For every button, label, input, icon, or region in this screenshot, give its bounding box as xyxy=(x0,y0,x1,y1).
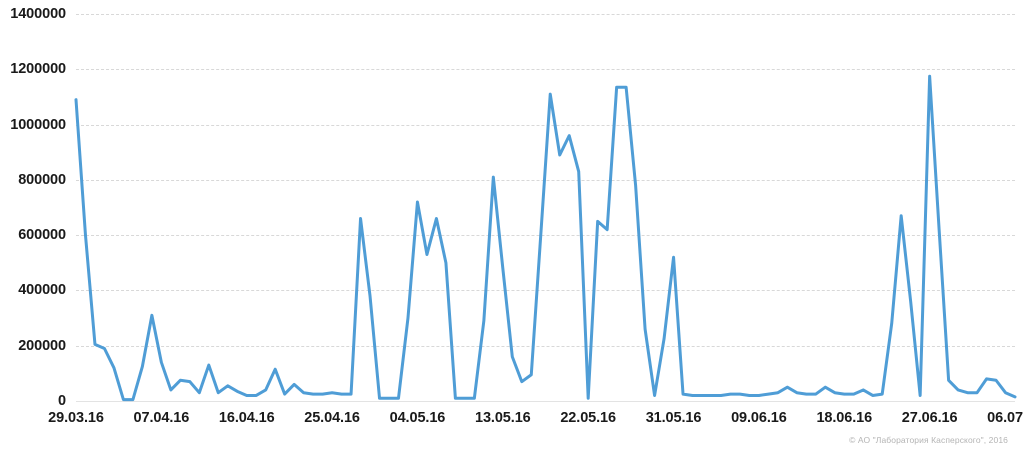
gridline xyxy=(76,401,1015,402)
x-tick-label: 18.06.16 xyxy=(816,410,873,426)
y-tick-label: 800000 xyxy=(18,171,66,188)
series-polyline xyxy=(76,76,1015,399)
x-tick-label: 25.04.16 xyxy=(304,410,360,426)
x-tick-label: 07.04.16 xyxy=(133,410,190,426)
x-tick-label: 29.03.16 xyxy=(48,410,104,426)
x-tick-label: 22.05.16 xyxy=(560,410,616,426)
x-tick-label: 09.06.16 xyxy=(731,410,787,426)
x-tick-label: 13.05.16 xyxy=(474,410,531,426)
y-tick-label: 0 xyxy=(58,393,66,409)
x-tick-label: 06.07.16 xyxy=(987,410,1024,426)
y-tick-label: 1400000 xyxy=(10,6,66,22)
x-tick-label: 16.04.16 xyxy=(218,410,275,426)
y-tick-label: 1200000 xyxy=(10,61,66,78)
y-tick-label: 400000 xyxy=(18,282,66,299)
x-tick-label: 31.05.16 xyxy=(645,410,702,426)
y-tick-label: 1000000 xyxy=(10,116,66,133)
series-line-chart xyxy=(76,14,1015,401)
x-tick-label: 27.06.16 xyxy=(901,410,958,426)
y-axis: 0 200000 400000 600000 800000 1000000 1200000 1… xyxy=(0,0,72,410)
x-tick-label: 04.05.16 xyxy=(389,410,446,426)
plot-area xyxy=(76,14,1015,402)
x-axis: 29.03.16 07.04.16 16.04.16 25.04.16 04.05.16… xyxy=(48,410,1024,436)
copyright-notice: © АО "Лаборатория Касперского", 2016 xyxy=(849,435,1008,445)
y-tick-label: 200000 xyxy=(18,337,66,354)
y-tick-label: 600000 xyxy=(18,227,66,244)
